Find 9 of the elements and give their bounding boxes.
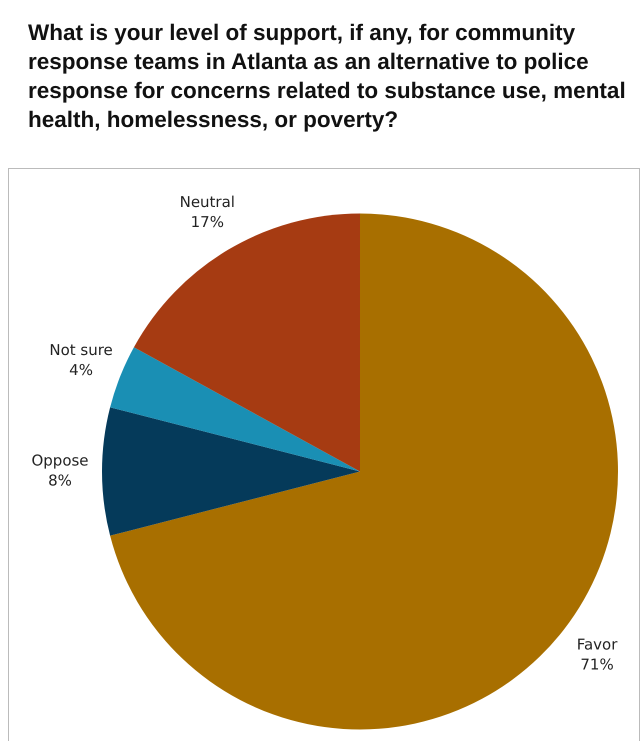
- data-label: 4%: [69, 360, 93, 379]
- slice-label: Not sure: [49, 340, 113, 359]
- data-label: 17%: [190, 213, 224, 232]
- slice-label: Oppose: [31, 451, 89, 470]
- chart-title: What is your level of support, if any, for community response teams in Atlanta as an alternative to police response for concerns related to substance use, mental health, homelessness, or poverty?: [28, 19, 627, 134]
- data-label: 8%: [48, 471, 72, 490]
- data-label: 71%: [580, 655, 614, 674]
- slice-label: Neutral: [180, 193, 235, 212]
- slice-label: Favor: [576, 635, 618, 654]
